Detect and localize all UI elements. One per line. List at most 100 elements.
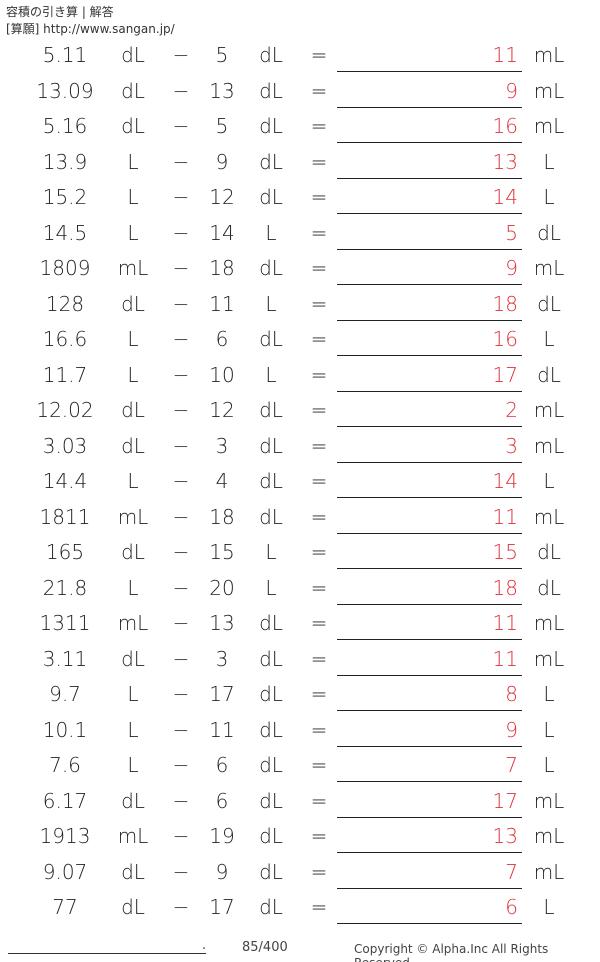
- subtrahend: 5: [215, 43, 229, 67]
- answer-unit: L: [543, 327, 555, 351]
- subtrahend: 3: [215, 433, 229, 458]
- subtrahend-unit: dL: [259, 78, 283, 103]
- answer-unit: dL: [537, 362, 561, 387]
- minus-sign: −: [172, 540, 190, 564]
- minus-sign: −: [172, 717, 190, 742]
- minus-sign: −: [172, 185, 190, 209]
- problem-row: 1809 mL −18 dL = 9 mL: [0, 250, 600, 286]
- subtrahend: 4: [215, 469, 229, 493]
- answer: 11: [492, 646, 518, 671]
- problem-row: 1913 mL −19 dL = 13 mL: [0, 818, 600, 854]
- problem-row: 10.1 L −11 dL = 9 L: [0, 712, 600, 748]
- answer-unit: L: [543, 753, 555, 777]
- answer-line: [337, 674, 522, 676]
- minus-sign: −: [172, 788, 190, 813]
- answer-line: [337, 568, 522, 569]
- subtrahend-unit: dL: [259, 185, 283, 209]
- minuend-unit: L: [127, 220, 139, 245]
- answer: 14: [492, 185, 518, 209]
- subtrahend-unit: dL: [259, 43, 283, 67]
- answer-line: [337, 710, 522, 711]
- answer-line: [337, 532, 522, 534]
- minuend: 14.4: [42, 469, 88, 493]
- equals-sign: =: [310, 220, 328, 245]
- copyright: Copyright © Alpha.Inc All Rights Reserve…: [354, 942, 549, 962]
- answer: 16: [492, 327, 518, 351]
- equals-sign: =: [310, 327, 328, 351]
- minuend: 5.11: [42, 43, 88, 67]
- subtrahend: 12: [209, 398, 235, 422]
- problem-row: 21.8 L −20 L = 18 dL: [0, 570, 600, 606]
- answer: 11: [492, 43, 518, 67]
- problem-row: 1311 mL −13 dL = 11 mL: [0, 605, 600, 641]
- answer: 18: [492, 575, 518, 600]
- minuend: 21.8: [42, 575, 88, 600]
- answer-line: [337, 461, 522, 463]
- minus-sign: −: [172, 43, 190, 67]
- answer: 15: [492, 540, 518, 564]
- subtrahend-unit: dL: [259, 398, 283, 422]
- minuend: 6.17: [42, 788, 88, 813]
- problem-row: 5.11 dL − 5 dL = 11 mL: [0, 37, 600, 73]
- subtrahend: 19: [209, 824, 235, 848]
- answer-line: [337, 177, 522, 179]
- subtrahend: 6: [215, 327, 229, 351]
- minuend-unit: L: [127, 327, 139, 351]
- subtrahend-unit: dL: [259, 504, 283, 529]
- equals-sign: =: [310, 611, 328, 635]
- minuend-unit: dL: [121, 859, 145, 884]
- minuend: 9.07: [42, 859, 88, 884]
- answer-line: [337, 887, 522, 889]
- subtrahend-unit: dL: [259, 433, 283, 458]
- answer-line: [337, 390, 522, 392]
- minus-sign: −: [172, 256, 190, 280]
- equals-sign: =: [310, 398, 328, 422]
- answer: 8: [505, 682, 518, 706]
- minuend-unit: L: [127, 575, 139, 600]
- answer-line: [337, 248, 522, 250]
- minuend: 14.5: [42, 220, 88, 245]
- subtrahend-unit: L: [265, 575, 277, 600]
- answer-unit: dL: [537, 575, 561, 600]
- minuend: 15.2: [42, 185, 88, 209]
- minuend: 9.7: [49, 682, 81, 706]
- answer-unit: mL: [533, 504, 565, 529]
- minus-sign: −: [172, 114, 190, 138]
- equals-sign: =: [310, 646, 328, 671]
- minuend: 12.02: [36, 398, 94, 422]
- subtrahend-unit: dL: [259, 611, 283, 635]
- answer-unit: mL: [533, 78, 565, 103]
- minuend-unit: mL: [117, 824, 149, 848]
- answer: 2: [505, 398, 518, 422]
- subtrahend-unit: dL: [259, 256, 283, 280]
- minuend: 3.03: [42, 433, 88, 458]
- minus-sign: −: [172, 220, 190, 245]
- answer: 3: [505, 433, 518, 458]
- answer: 13: [492, 149, 518, 174]
- minus-sign: −: [172, 753, 190, 777]
- minuend: 128: [45, 291, 85, 316]
- answer-line: [337, 355, 522, 356]
- equals-sign: =: [310, 291, 328, 316]
- minus-sign: −: [172, 504, 190, 529]
- subtrahend-unit: dL: [259, 717, 283, 742]
- page-number: 85/400: [242, 940, 288, 955]
- minuend-unit: dL: [121, 291, 145, 316]
- answer-line: [337, 603, 522, 605]
- problem-row: 7.6 L − 6 dL = 7 L: [0, 747, 600, 783]
- answer-line: [337, 852, 522, 853]
- equals-sign: =: [310, 717, 328, 742]
- equals-sign: =: [310, 78, 328, 103]
- equals-sign: =: [310, 575, 328, 600]
- equals-sign: =: [310, 114, 328, 138]
- subtrahend-unit: dL: [259, 753, 283, 777]
- answer: 13: [492, 824, 518, 848]
- minuend: 13.09: [36, 78, 94, 103]
- answer: 7: [505, 859, 518, 884]
- equals-sign: =: [310, 43, 328, 67]
- subtrahend: 10: [209, 362, 235, 387]
- equals-sign: =: [310, 788, 328, 813]
- problem-row: 13.9 L −9 dL = 13 L: [0, 144, 600, 180]
- subtrahend: 6: [215, 788, 229, 813]
